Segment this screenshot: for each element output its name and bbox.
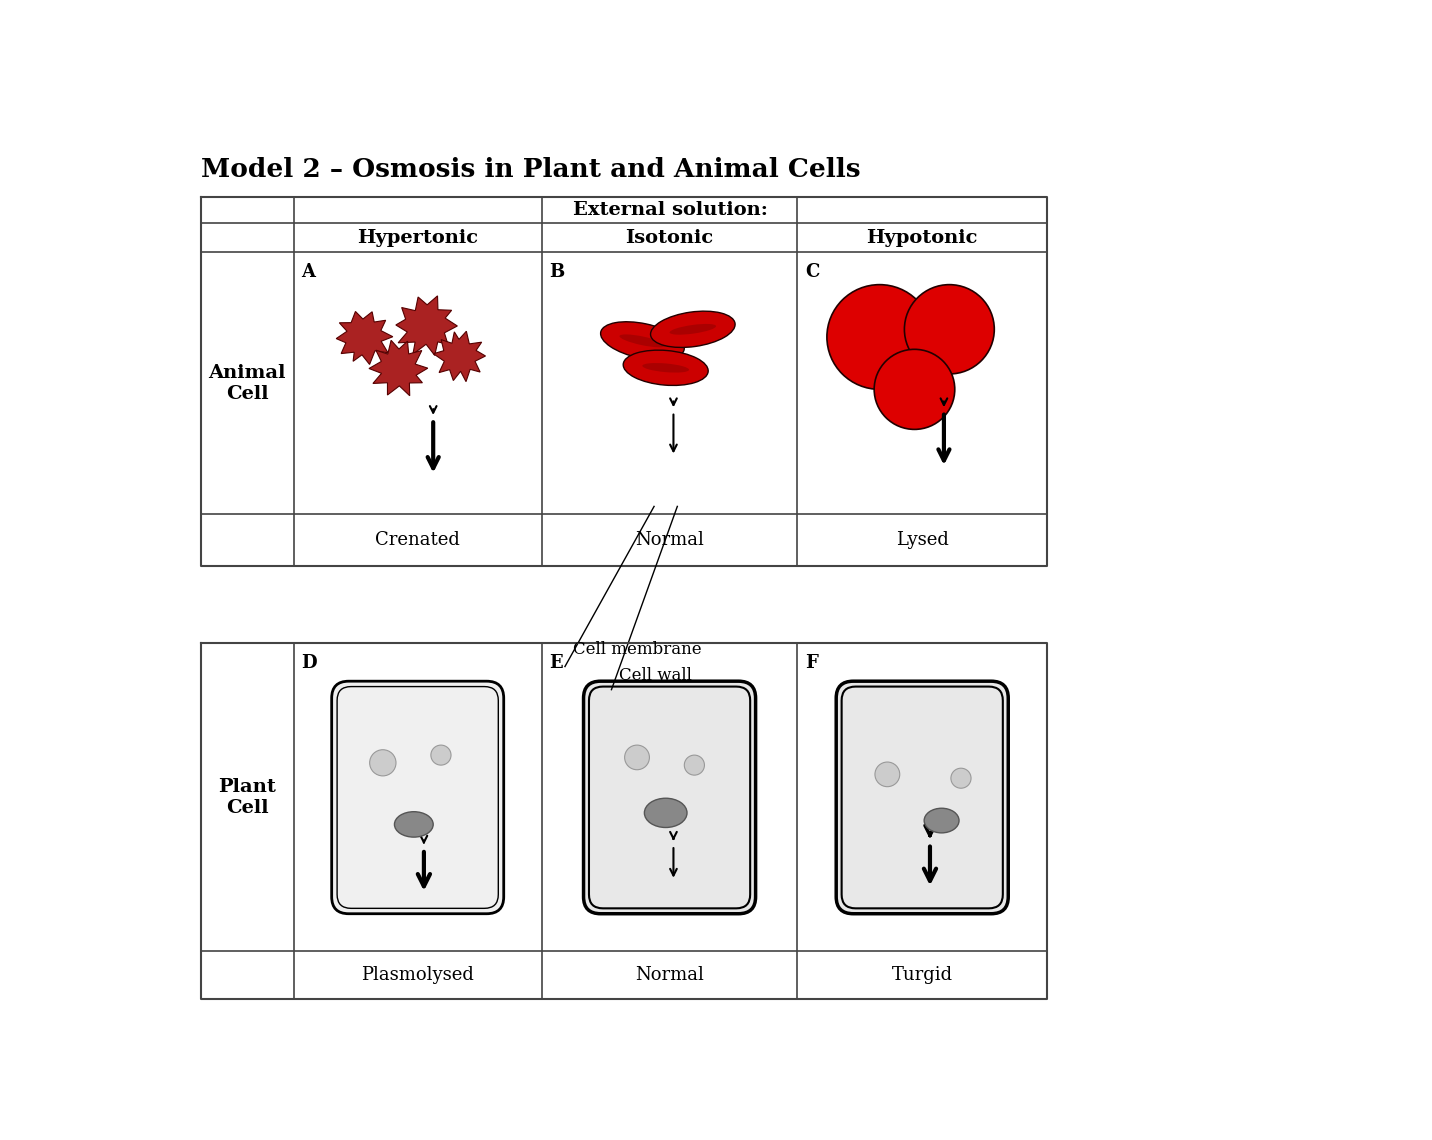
Text: D: D	[302, 654, 316, 673]
Text: A: A	[302, 263, 315, 282]
FancyBboxPatch shape	[836, 682, 1008, 914]
Ellipse shape	[620, 334, 666, 348]
Text: F: F	[805, 654, 818, 673]
Circle shape	[875, 762, 899, 787]
FancyBboxPatch shape	[842, 686, 1002, 909]
Text: Normal: Normal	[636, 531, 705, 549]
Polygon shape	[434, 332, 485, 382]
FancyBboxPatch shape	[337, 686, 498, 909]
FancyBboxPatch shape	[584, 682, 756, 914]
Circle shape	[951, 768, 971, 788]
Text: Normal: Normal	[636, 967, 705, 984]
Circle shape	[905, 285, 994, 374]
Circle shape	[431, 746, 451, 765]
Text: External solution:: External solution:	[573, 201, 768, 219]
Text: E: E	[550, 654, 563, 673]
Text: Plant
Cell: Plant Cell	[218, 779, 276, 817]
Text: B: B	[550, 263, 564, 282]
Ellipse shape	[924, 808, 959, 833]
Ellipse shape	[670, 324, 716, 335]
Circle shape	[684, 755, 705, 775]
Text: Cell wall: Cell wall	[619, 667, 692, 684]
Polygon shape	[337, 311, 392, 365]
Text: Turgid: Turgid	[892, 967, 952, 984]
Text: Isotonic: Isotonic	[626, 229, 713, 246]
Ellipse shape	[644, 798, 687, 828]
Text: Cell membrane: Cell membrane	[573, 641, 702, 658]
Text: Animal
Cell: Animal Cell	[209, 364, 286, 402]
Ellipse shape	[623, 350, 709, 385]
Text: Crenated: Crenated	[375, 531, 460, 549]
Circle shape	[624, 746, 650, 770]
FancyBboxPatch shape	[332, 682, 504, 914]
Circle shape	[874, 349, 955, 430]
Text: Lysed: Lysed	[896, 531, 948, 549]
Text: Hypertonic: Hypertonic	[357, 229, 478, 246]
FancyBboxPatch shape	[589, 686, 750, 909]
Text: Model 2 – Osmosis in Plant and Animal Cells: Model 2 – Osmosis in Plant and Animal Ce…	[200, 156, 861, 181]
Text: Plasmolysed: Plasmolysed	[361, 967, 474, 984]
Polygon shape	[369, 341, 428, 396]
Circle shape	[369, 750, 397, 776]
Ellipse shape	[394, 812, 434, 837]
Circle shape	[826, 285, 932, 390]
Ellipse shape	[643, 363, 689, 373]
Polygon shape	[395, 296, 457, 356]
Text: Hypotonic: Hypotonic	[866, 229, 978, 246]
Ellipse shape	[650, 311, 735, 348]
Ellipse shape	[600, 321, 684, 360]
Text: C: C	[805, 263, 819, 282]
